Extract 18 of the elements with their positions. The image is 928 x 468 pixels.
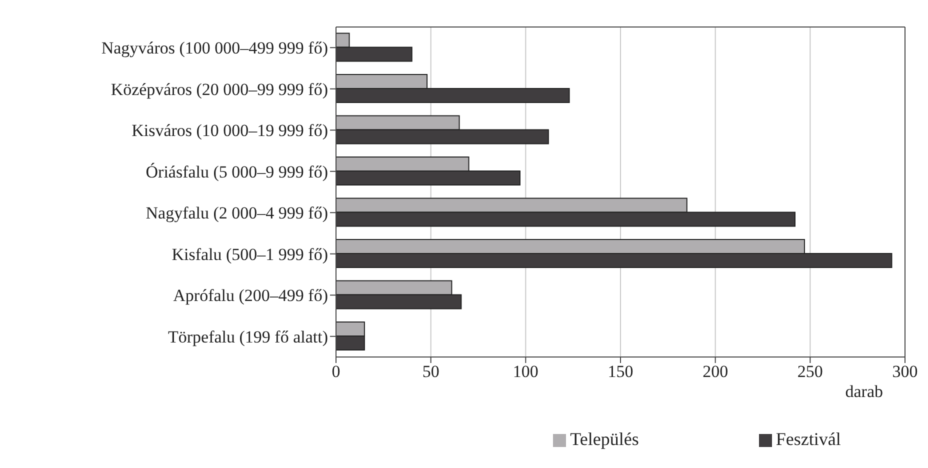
x-tick-label: 250 [797, 362, 823, 382]
x-tick-label: 0 [332, 362, 340, 382]
legend-label: Fesztivál [776, 429, 841, 449]
x-tick-label: 200 [702, 362, 728, 382]
legend-label: Település [570, 429, 639, 449]
y-tick-label: Kisváros (10 000–19 999 fő) [132, 121, 328, 140]
y-tick-label: Kisfalu (500–1 999 fő) [172, 244, 328, 264]
x-tick-label: 50 [422, 362, 440, 382]
y-tick-label: Nagyfalu (2 000–4 999 fő) [146, 204, 328, 223]
y-tick-label: Óriásfalu (5 000–9 999 fő) [146, 162, 328, 182]
y-tick-label: Középváros (20 000–99 999 fő) [110, 80, 328, 99]
x-tick-label: 300 [892, 362, 918, 382]
y-tick-label: Aprófalu (200–499 fő) [173, 286, 328, 306]
x-axis-title: darab [845, 382, 883, 401]
x-tick-label: 100 [512, 362, 538, 382]
x-tick-label: 150 [608, 362, 634, 382]
y-tick-label: Törpefalu (199 fő alatt) [168, 327, 328, 346]
y-tick-label: Nagyváros (100 000–499 999 fő) [101, 38, 328, 58]
